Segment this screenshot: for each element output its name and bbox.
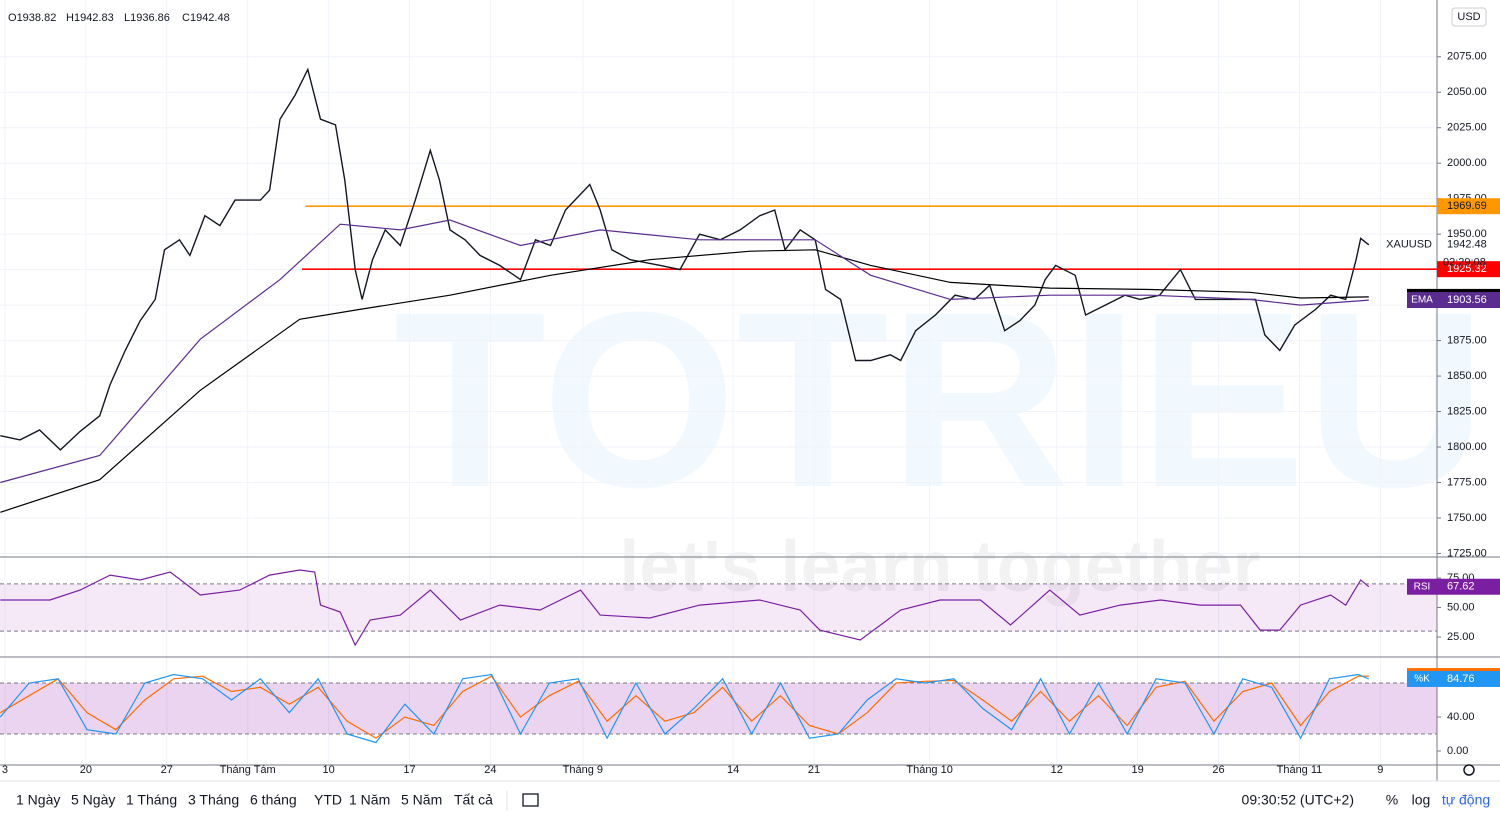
watermark-slogan: let's learn together	[619, 527, 1260, 607]
series-line	[0, 219, 1369, 484]
x-tick-label: 21	[808, 764, 820, 776]
y-tick-label: 2050.00	[1447, 86, 1487, 98]
x-tick-label: 10	[322, 764, 334, 776]
x-tick-label: 3	[2, 764, 8, 776]
series-name-badge	[1407, 292, 1437, 309]
series-name-badge	[1407, 578, 1437, 595]
scale-option[interactable]: tự động	[1442, 792, 1490, 808]
x-tick-label: Tháng Tám	[220, 764, 276, 776]
range-button[interactable]: 3 Tháng	[188, 792, 239, 808]
x-tick-label: 27	[161, 764, 173, 776]
series-last-value: 67.62	[1447, 581, 1475, 593]
clock[interactable]: 09:30:52 (UTC+2)	[1242, 792, 1354, 808]
last-price: 1942.48	[1447, 239, 1487, 251]
ohlc-item: C1942.48	[182, 12, 230, 24]
range-button[interactable]: Tất cả	[454, 792, 493, 808]
y-tick-label: 2025.00	[1447, 122, 1487, 134]
y-tick-label: 50.00	[1447, 601, 1475, 613]
ohlc-item: H1942.83	[66, 12, 114, 24]
settings-icon[interactable]	[1463, 764, 1475, 776]
level-label: 1925.32	[1447, 263, 1487, 275]
series-line	[0, 569, 1370, 647]
level-badge	[1437, 198, 1500, 215]
y-tick-label: 40.00	[1447, 711, 1475, 723]
scale-option[interactable]: %	[1386, 792, 1398, 808]
currency[interactable]: USD	[1457, 11, 1480, 23]
ohlc-label: L	[124, 12, 130, 24]
y-tick-label: 25.00	[1447, 631, 1475, 643]
ohlc-label: O	[8, 12, 17, 24]
y-tick-label: 2075.00	[1447, 51, 1487, 63]
y-tick-label: 1875.00	[1447, 334, 1487, 346]
level-badge	[1437, 261, 1500, 278]
watermark: TOTRIEU let's learn together	[0, 0, 1486, 765]
x-tick-label: Tháng 9	[563, 764, 603, 776]
x-tick-label: 20	[80, 764, 92, 776]
countdown: 02:29:08	[1443, 257, 1486, 269]
ohlc-label: C	[182, 12, 190, 24]
range-button[interactable]: 5 Năm	[401, 792, 442, 808]
series-value-badge	[1437, 670, 1500, 687]
y-tick-label: 1800.00	[1447, 441, 1487, 453]
series-name-badge	[1407, 670, 1437, 687]
range-button[interactable]: 1 Ngày	[16, 792, 60, 808]
series-value-badge	[1437, 578, 1500, 595]
series-value-badge	[1437, 292, 1500, 309]
ohlc-value: 1936.86	[130, 12, 170, 24]
ohlc-item: O1938.82	[8, 12, 56, 24]
series-name: EMA	[1411, 295, 1433, 306]
ohlc-value: 1942.83	[74, 12, 114, 24]
level-label: 1969.69	[1447, 200, 1487, 212]
currency-badge[interactable]	[1451, 7, 1487, 27]
range-button[interactable]: YTD	[314, 792, 342, 808]
series-line	[0, 675, 1369, 739]
series-line	[0, 673, 1370, 744]
y-tick-label: 2000.00	[1447, 157, 1487, 169]
x-tick-label: 9	[1377, 764, 1383, 776]
x-tick-label: Tháng 11	[1277, 764, 1323, 776]
range-button[interactable]: 6 tháng	[250, 792, 297, 808]
x-tick-label: 14	[727, 764, 739, 776]
y-tick-label: 1850.00	[1447, 370, 1487, 382]
series-name: %K	[1414, 674, 1430, 685]
series-last-value: 84.76	[1447, 673, 1475, 685]
series-last-value: 1903.56	[1447, 294, 1487, 306]
symbol-label: XAUUSD	[1386, 239, 1432, 251]
y-tick-label: 1750.00	[1447, 512, 1487, 524]
x-tick-label: 17	[403, 764, 415, 776]
y-tick-label: 1775.00	[1447, 476, 1487, 488]
compare-icon[interactable]	[522, 793, 539, 807]
range-button[interactable]: 1 Tháng	[126, 792, 177, 808]
y-tick-label: 0.00	[1447, 745, 1468, 757]
series-line	[0, 249, 1369, 513]
ohlc-value: 1938.82	[17, 12, 57, 24]
y-tick-label: 1825.00	[1447, 405, 1487, 417]
watermark-brand: TOTRIEU	[394, 260, 1487, 539]
x-tick-label: 26	[1212, 764, 1224, 776]
indicator-band	[0, 583, 1437, 632]
range-button[interactable]: 5 Ngày	[71, 792, 115, 808]
series-name: RSI	[1414, 581, 1431, 592]
x-tick-label: 24	[484, 764, 496, 776]
scale-option[interactable]: log	[1412, 792, 1431, 808]
y-tick-label: 1725.00	[1447, 547, 1487, 559]
x-tick-label: 12	[1051, 764, 1063, 776]
y-tick-label: 1950.00	[1447, 228, 1487, 240]
ohlc-value: 1942.48	[190, 12, 230, 24]
ohlc-label: H	[66, 12, 74, 24]
ohlc-item: L1936.86	[124, 12, 170, 24]
range-button[interactable]: 1 Năm	[349, 792, 390, 808]
x-tick-label: Tháng 10	[906, 764, 952, 776]
x-tick-label: 19	[1132, 764, 1144, 776]
series-line	[0, 67, 1370, 451]
